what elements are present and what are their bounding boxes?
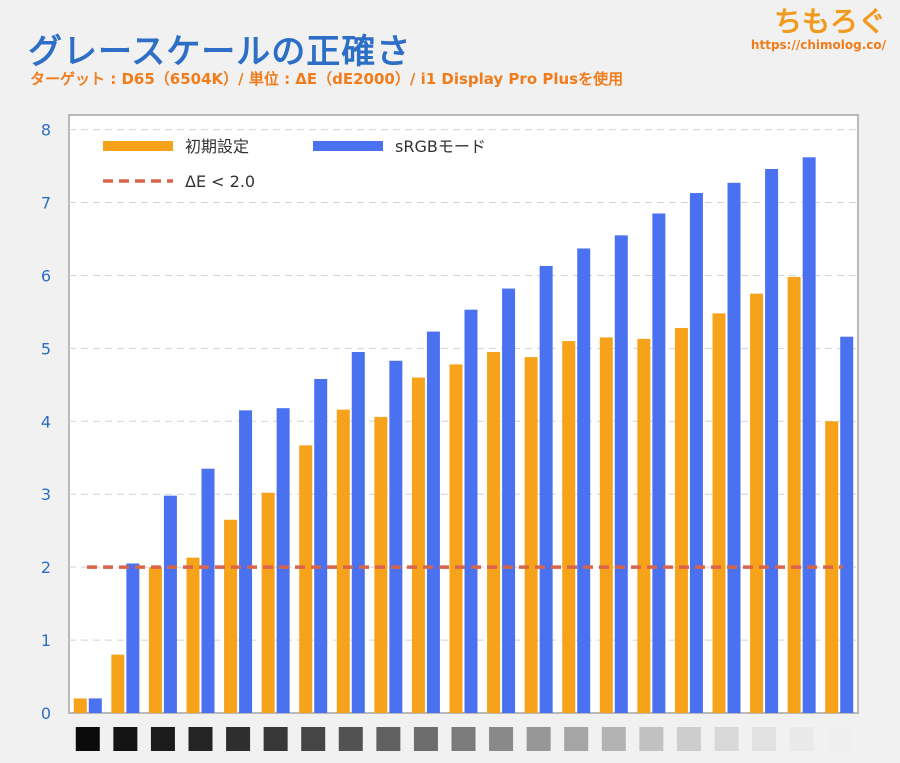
y-tick-label: 1 [41, 631, 51, 650]
bar-default [148, 567, 162, 713]
gray-swatch [526, 727, 551, 751]
bar-default [411, 377, 425, 713]
plot-area [68, 114, 859, 714]
gray-swatch [489, 727, 514, 751]
bar-srgb [577, 248, 591, 713]
bar-srgb [314, 378, 328, 713]
gray-swatch [188, 727, 213, 751]
bar-srgb [239, 410, 253, 713]
y-tick-label: 4 [41, 412, 51, 431]
legend-srgb-label: sRGBモード [395, 137, 486, 156]
bar-srgb [539, 265, 553, 713]
y-tick-label: 2 [41, 558, 51, 577]
gray-swatch [263, 727, 288, 751]
bar-default [299, 445, 313, 713]
bar-default [562, 341, 576, 713]
gray-swatch [338, 727, 363, 751]
chart-title: グレースケールの正確さ [28, 32, 412, 72]
bar-default [374, 416, 388, 713]
gray-swatch [413, 727, 438, 751]
bar-default [787, 276, 801, 713]
gray-swatch [752, 727, 777, 751]
gray-swatch [714, 727, 739, 751]
gray-swatch [376, 727, 401, 751]
bar-srgb [201, 468, 215, 713]
bar-default [599, 337, 613, 713]
bar-default [449, 364, 463, 713]
legend-srgb-swatch [313, 141, 383, 151]
gray-swatch [75, 727, 100, 751]
y-tick-label: 6 [41, 266, 51, 285]
brand-logo: ちもろぐ https://chimolog.co/ [750, 5, 886, 53]
bar-default [111, 654, 125, 713]
gray-swatch [113, 727, 138, 751]
gray-swatch [150, 727, 175, 751]
bar-default [712, 313, 726, 713]
legend-default-label: 初期設定 [185, 137, 249, 156]
y-tick-label: 3 [41, 485, 51, 504]
bar-srgb [464, 309, 478, 713]
bar-srgb [652, 213, 666, 713]
brand-url: https://chimolog.co/ [750, 38, 886, 52]
bar-srgb [802, 157, 816, 714]
bar-default [487, 352, 501, 713]
bar-default [261, 492, 275, 713]
gray-swatch [601, 727, 626, 751]
bar-srgb [426, 331, 440, 713]
legend-threshold-label: ΔE < 2.0 [185, 172, 255, 191]
brand-name: ちもろぐ [773, 5, 886, 38]
bar-srgb [163, 495, 177, 713]
bar-srgb [840, 336, 854, 713]
gray-swatch [827, 727, 852, 751]
bar-srgb [351, 352, 365, 713]
gray-swatch [789, 727, 814, 751]
y-tick-label: 5 [41, 339, 51, 358]
bar-srgb [689, 193, 703, 713]
gray-swatch [451, 727, 476, 751]
bar-srgb [614, 235, 628, 713]
bar-default [637, 338, 651, 713]
gray-swatch [226, 727, 251, 751]
bar-srgb [389, 360, 403, 713]
bar-default [524, 357, 538, 713]
y-tick-label: 0 [41, 704, 51, 723]
gray-swatch [676, 727, 701, 751]
bar-srgb [276, 408, 290, 713]
y-tick-label: 7 [41, 194, 51, 213]
bar-default [674, 327, 688, 713]
bar-srgb [126, 563, 140, 713]
gray-swatch [639, 727, 664, 751]
bar-default [73, 698, 87, 713]
bar-default [336, 409, 350, 713]
bar-default [186, 557, 200, 713]
legend-default-swatch [103, 141, 173, 151]
bar-srgb [727, 182, 741, 713]
bar-default [224, 519, 238, 713]
y-tick-label: 8 [41, 121, 51, 140]
bar-srgb [88, 698, 102, 713]
bar-default [750, 293, 764, 713]
gray-swatch [564, 727, 589, 751]
bar-srgb [765, 168, 779, 714]
chart-subtitle: ターゲット : D65（6504K）/ 単位 : ΔE（dE2000）/ i1 … [30, 70, 624, 88]
bar-srgb [502, 288, 516, 713]
gray-swatch [301, 727, 326, 751]
